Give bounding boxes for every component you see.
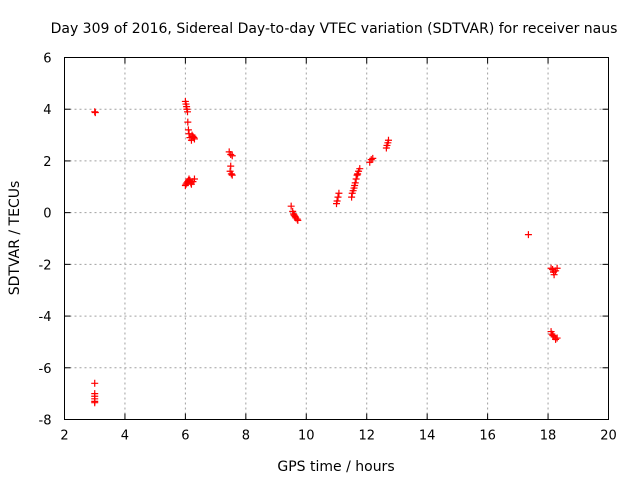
data-point	[352, 175, 360, 183]
data-point	[91, 379, 99, 387]
data-point	[190, 135, 198, 143]
data-point	[335, 189, 343, 197]
y-axis-label: SDTVAR / TECUs	[7, 181, 23, 296]
data-point	[184, 126, 192, 134]
data-point	[227, 162, 235, 170]
x-tick-labels: 2 4 6 8 10 12 14 16 18 20	[60, 429, 616, 444]
data-point	[184, 118, 192, 126]
data-point	[333, 197, 341, 205]
data-points	[91, 97, 561, 407]
data-point	[334, 193, 342, 201]
y-tick-label: 6	[43, 52, 51, 67]
data-point	[293, 215, 301, 223]
axis-ticks	[64, 57, 609, 420]
x-tick-label: 4	[121, 429, 129, 444]
data-point	[227, 150, 235, 158]
y-tick-label: -4	[39, 310, 52, 325]
data-point	[369, 154, 377, 162]
y-tick-label: 0	[43, 207, 51, 222]
data-point	[550, 271, 558, 279]
y-tick-label: 4	[43, 103, 51, 118]
data-point	[348, 193, 356, 201]
data-point	[524, 231, 532, 239]
data-point	[91, 108, 99, 116]
grid-lines	[64, 57, 609, 420]
x-tick-label: 2	[60, 429, 68, 444]
data-point	[549, 331, 557, 339]
data-point	[353, 171, 361, 179]
data-point	[227, 170, 235, 178]
plot-frame	[64, 57, 609, 420]
y-tick-label: 2	[43, 155, 51, 170]
y-tick-labels: -8 -6 -4 -2 0 2 4 6	[39, 52, 52, 429]
data-point	[384, 136, 392, 144]
x-tick-label: 12	[358, 429, 375, 444]
y-tick-label: -6	[39, 362, 52, 377]
x-tick-label: 18	[540, 429, 557, 444]
chart-title: Day 309 of 2016, Sidereal Day-to-day VTE…	[51, 21, 618, 37]
data-point	[367, 156, 375, 164]
data-point	[294, 216, 302, 224]
x-axis-label: GPS time / hours	[277, 459, 394, 475]
data-point	[91, 399, 99, 407]
x-tick-label: 10	[298, 429, 315, 444]
data-point	[184, 108, 192, 116]
data-point	[185, 130, 193, 138]
x-tick-label: 20	[600, 429, 617, 444]
y-tick-label: -8	[39, 414, 52, 429]
data-point	[228, 171, 236, 179]
y-tick-label: -2	[39, 258, 52, 273]
data-point	[190, 175, 198, 183]
data-point	[547, 264, 555, 272]
data-point	[228, 152, 236, 160]
data-point	[553, 334, 561, 342]
data-point	[190, 134, 198, 142]
data-point	[91, 109, 99, 117]
data-point	[553, 264, 561, 272]
x-tick-label: 6	[181, 429, 189, 444]
data-point	[552, 335, 560, 343]
data-point	[351, 179, 359, 187]
x-tick-label: 14	[419, 429, 436, 444]
x-tick-label: 16	[479, 429, 496, 444]
data-point	[287, 202, 295, 210]
data-point	[356, 165, 364, 173]
x-tick-label: 8	[242, 429, 250, 444]
